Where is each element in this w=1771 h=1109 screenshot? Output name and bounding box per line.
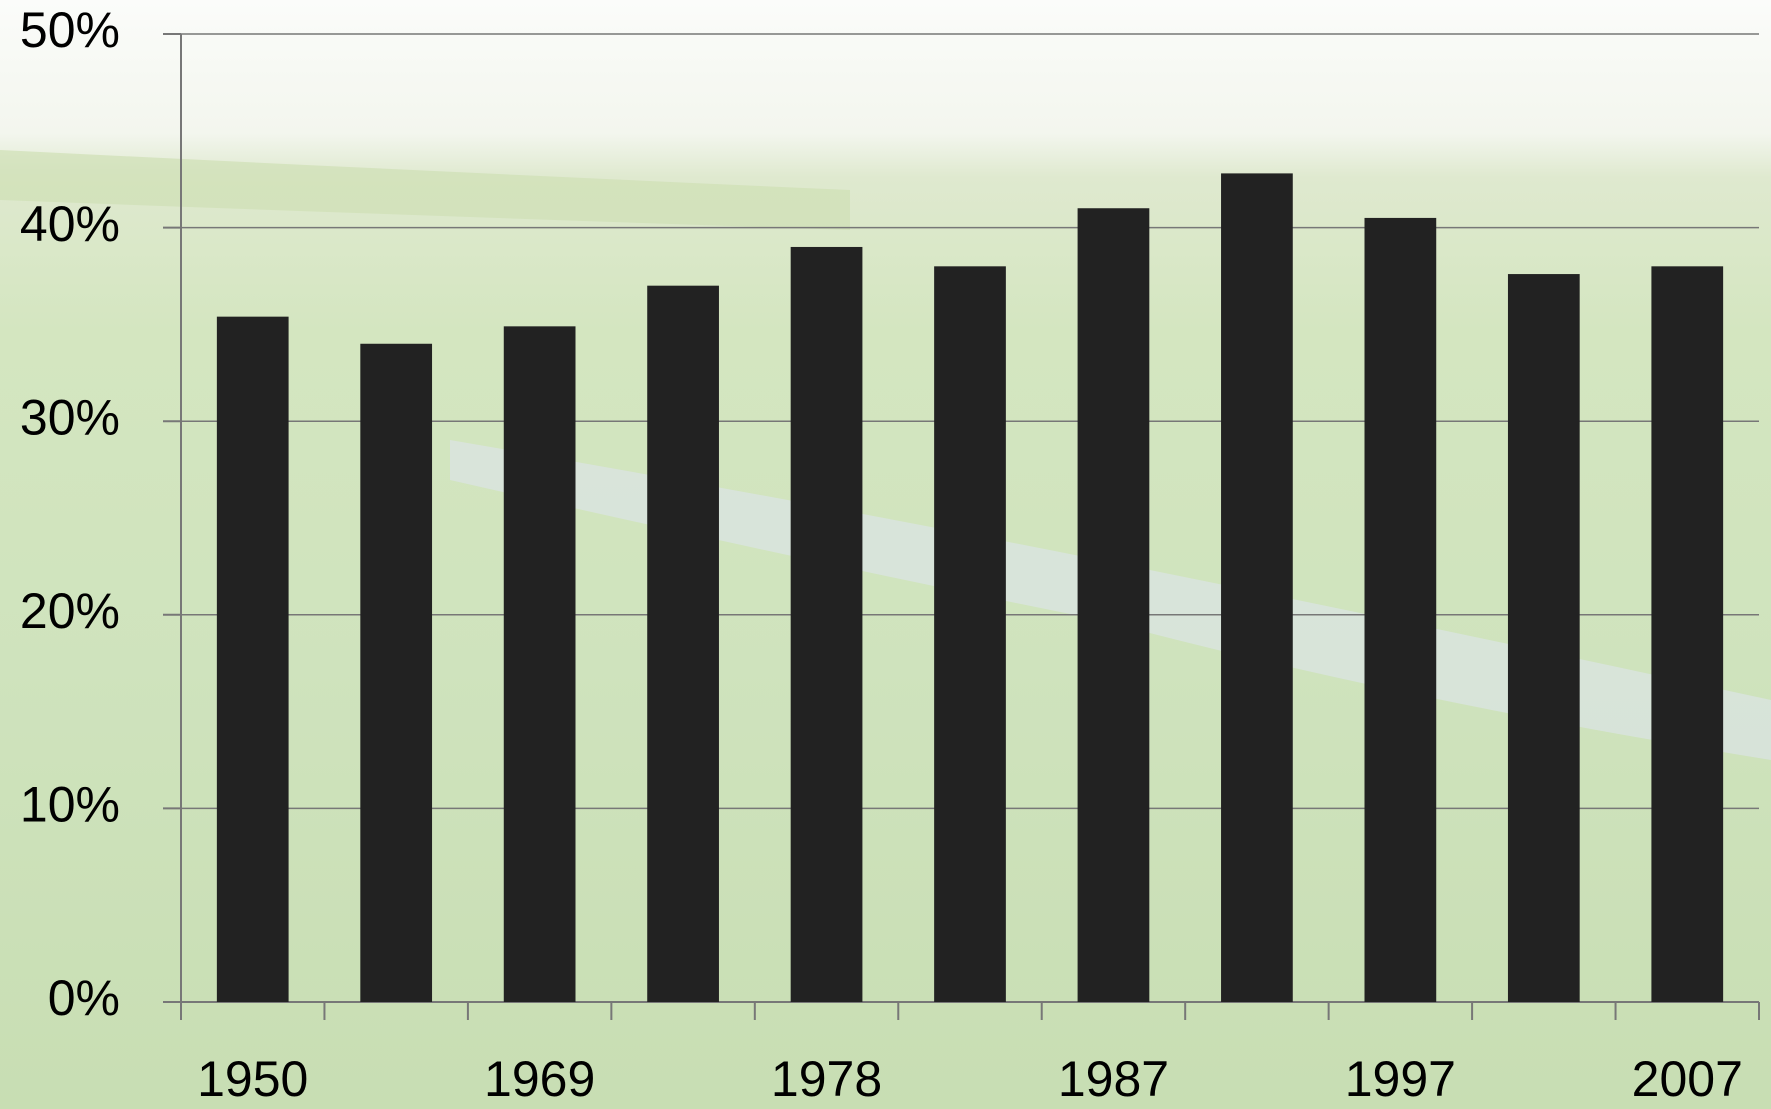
bar xyxy=(934,266,1006,1002)
x-tick-label: 1997 xyxy=(1345,1051,1456,1107)
y-tick-label: 20% xyxy=(20,583,120,639)
bar xyxy=(503,326,576,1002)
field-strip xyxy=(0,150,850,230)
x-tick-label: 1950 xyxy=(197,1051,308,1107)
y-tick-label: 10% xyxy=(20,777,120,833)
y-tick-label: 40% xyxy=(20,196,120,252)
bar xyxy=(1077,208,1150,1003)
bar xyxy=(647,285,719,1002)
bar xyxy=(1221,173,1293,1003)
bar xyxy=(1651,266,1724,1002)
x-tick-label: 1987 xyxy=(1058,1051,1169,1107)
bar xyxy=(1364,217,1437,1003)
bar xyxy=(360,343,433,1002)
x-tick-label: 2007 xyxy=(1632,1051,1743,1107)
y-tick-label: 30% xyxy=(20,389,120,445)
x-tick-label: 1978 xyxy=(771,1051,882,1107)
bar xyxy=(790,246,863,1002)
y-tick-label: 0% xyxy=(48,970,120,1026)
x-tick-label: 1969 xyxy=(484,1051,595,1107)
bar xyxy=(1507,274,1580,1003)
y-tick-label: 50% xyxy=(20,2,120,58)
bar xyxy=(216,316,289,1002)
